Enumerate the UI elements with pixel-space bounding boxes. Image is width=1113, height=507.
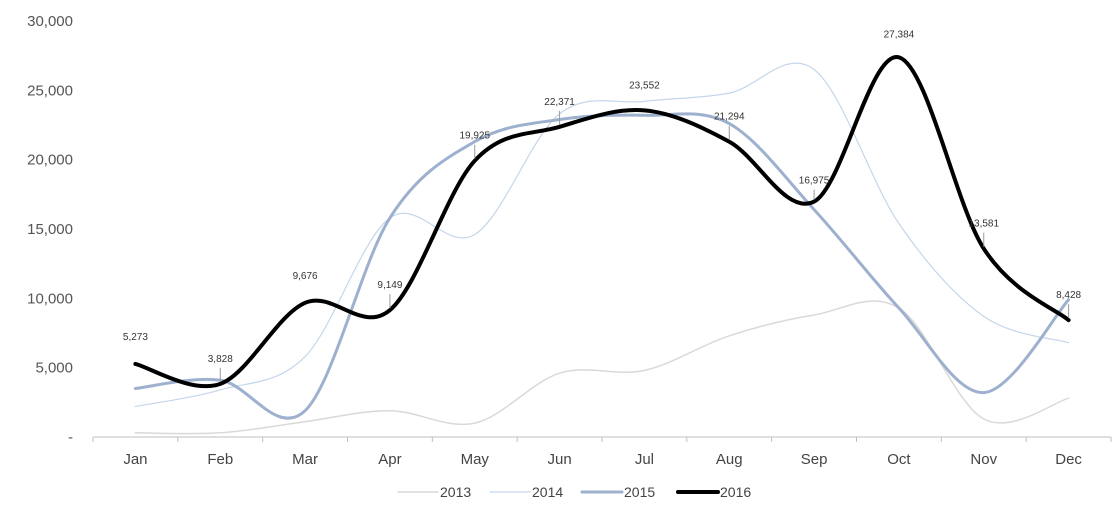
x-tick-label: Dec [1055, 451, 1082, 468]
legend-label-2016: 2016 [720, 484, 751, 500]
data-label: 9,676 [293, 271, 318, 282]
x-tick-label: Jun [547, 451, 571, 468]
y-tick-label: 5,000 [35, 360, 73, 377]
x-tick-label: Sep [801, 451, 828, 468]
series-line-2013 [134, 300, 1070, 435]
y-tick-label: 10,000 [27, 290, 73, 307]
data-label: 19,925 [459, 131, 490, 142]
data-label: 13,581 [968, 219, 999, 230]
x-tick-label: Apr [378, 451, 401, 468]
series-line-2016 [133, 55, 1071, 389]
data-label: 27,384 [884, 29, 915, 40]
legend-label-2013: 2013 [440, 484, 471, 500]
series-line-2014 [134, 62, 1070, 408]
legend-label-2015: 2015 [624, 484, 655, 500]
data-label: 21,294 [714, 112, 745, 123]
y-tick-label: 20,000 [27, 152, 73, 169]
x-tick-label: Mar [292, 451, 318, 468]
data-label: 16,975 [799, 176, 830, 187]
data-label: 22,371 [544, 97, 575, 108]
y-tick-label: 15,000 [27, 221, 73, 238]
x-tick-label: May [461, 451, 490, 468]
data-label: 23,552 [629, 80, 660, 91]
x-tick-label: Jul [635, 451, 654, 468]
series-lines [133, 55, 1071, 435]
x-tick-label: Nov [970, 451, 997, 468]
data-labels: 5,273 3,828 9,676 9,149 19,925 22,371 23,552 21… [123, 29, 1082, 382]
x-tick-label: Jan [123, 451, 147, 468]
x-axis: Jan Feb Mar Apr May Jun Jul Aug Sep Oct Nov Dec [92, 436, 1112, 468]
legend: 2013 2014 2015 2016 [397, 484, 751, 500]
data-label: 8,428 [1056, 290, 1081, 301]
y-tick-label: 30,000 [27, 13, 73, 30]
x-tick-label: Oct [887, 451, 911, 468]
x-tick-label: Aug [716, 451, 743, 468]
y-axis: - 5,000 10,000 15,000 20,000 25,000 30,000 [27, 13, 73, 446]
series-line-2015 [133, 112, 1071, 420]
data-label: 3,828 [208, 354, 233, 365]
legend-label-2014: 2014 [532, 484, 563, 500]
x-tick-label: Feb [207, 451, 233, 468]
data-label: 5,273 [123, 332, 148, 343]
data-label: 9,149 [377, 280, 402, 291]
y-tick-label: - [68, 429, 73, 446]
y-tick-label: 25,000 [27, 82, 73, 99]
